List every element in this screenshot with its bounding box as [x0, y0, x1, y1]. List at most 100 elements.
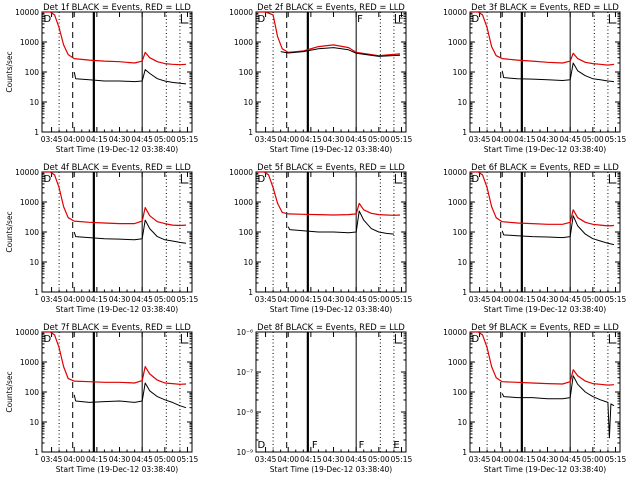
panel-title: Det 1f BLACK = Events, RED = LLD: [43, 2, 191, 12]
x-tick-label: 05:00: [368, 455, 390, 464]
x-tick-label: 05:00: [582, 455, 604, 464]
x-tick-label: 04:00: [491, 455, 513, 464]
y-tick-label: 1000: [448, 38, 467, 47]
x-tick-label: 03:45: [469, 135, 491, 144]
detector-panel-2: Det 2f BLACK = Events, RED = LLD 1 10 100 10…: [229, 2, 412, 154]
x-tick-label: 04:15: [514, 455, 536, 464]
x-tick-label: 04:00: [491, 295, 513, 304]
y-tick-label: 100: [25, 388, 40, 397]
y-tick-label: 10000: [443, 168, 467, 177]
x-tick-label: 03:45: [255, 295, 277, 304]
x-tick-label: 04:45: [345, 455, 367, 464]
x-tick-label: 04:30: [109, 135, 131, 144]
x-tick-label: 04:15: [514, 135, 536, 144]
y-tick-label: 10: [29, 98, 39, 107]
x-tick-label: 04:45: [131, 295, 153, 304]
plot-frame: [41, 11, 193, 133]
y-tick-label: 100: [25, 228, 40, 237]
events-series-line: [501, 215, 615, 246]
x-tick-label: 04:30: [323, 135, 345, 144]
x-tick-label: 05:00: [368, 135, 390, 144]
panel-title: Det 7f BLACK = Events, RED = LLD: [43, 322, 191, 332]
y-tick-label: 1: [462, 448, 467, 457]
x-tick-label: 04:45: [131, 455, 153, 464]
x-axis-title: Start Time (19-Dec-12 03:38:40): [270, 305, 392, 314]
x-tick-label: 05:15: [605, 135, 627, 144]
y-tick-label: 10000: [229, 168, 253, 177]
y-tick-label: 10: [29, 258, 39, 267]
corner-bracket-icon: [180, 14, 189, 24]
x-axis-title: Start Time (19-Dec-12 03:38:40): [484, 145, 606, 154]
x-tick-label: 05:15: [177, 455, 199, 464]
panel-title: Det 4f BLACK = Events, RED = LLD: [43, 162, 191, 172]
y-tick-label: 10000: [15, 8, 39, 17]
corner-bracket-icon: [394, 174, 403, 184]
x-tick-label: 04:30: [323, 455, 345, 464]
y-axis-title: Counts/sec: [5, 211, 14, 252]
corner-bracket-icon: [180, 334, 189, 344]
event-marker-label: D: [44, 14, 52, 25]
panel-title: Det 5f BLACK = Events, RED = LLD: [257, 162, 405, 172]
y-tick-label: 10: [243, 258, 253, 267]
lld-series-line: [44, 12, 187, 66]
x-tick-label: 04:15: [514, 295, 536, 304]
y-axis-title: Counts/sec: [5, 51, 14, 92]
lld-series-line: [44, 172, 187, 227]
x-tick-label: 03:45: [469, 455, 491, 464]
detector-panel-1: Det 1f BLACK = Events, RED = LLD 1 10 100 10…: [5, 2, 198, 154]
x-tick-label: 04:30: [109, 295, 131, 304]
x-tick-label: 04:30: [537, 295, 559, 304]
plot-frame: [469, 331, 621, 453]
y-tick-label: 10: [457, 258, 467, 267]
plot-frame: [255, 331, 407, 453]
event-marker-label: D: [472, 334, 480, 345]
y-tick-label: 10000: [229, 8, 253, 17]
corner-bracket-icon: [180, 174, 189, 184]
x-tick-label: 04:45: [559, 135, 581, 144]
x-tick-label: 04:45: [559, 295, 581, 304]
x-tick-label: 04:15: [86, 295, 108, 304]
lld-series-line: [472, 332, 615, 386]
y-tick-label: 100: [239, 68, 254, 77]
events-series-line: [73, 382, 187, 409]
x-tick-label: 04:00: [277, 295, 299, 304]
plot-frame: [255, 11, 407, 133]
event-marker-label: F: [359, 440, 365, 451]
x-tick-label: 05:00: [368, 295, 390, 304]
x-tick-label: 05:00: [582, 135, 604, 144]
y-tick-label: 10000: [443, 328, 467, 337]
y-tick-label: 1000: [20, 38, 39, 47]
detector-panel-9: Det 9f BLACK = Events, RED = LLD 1 10 100 10…: [443, 322, 626, 474]
x-tick-label: 04:45: [131, 135, 153, 144]
y-tick-label: 10⁻⁸: [236, 408, 253, 417]
x-tick-label: 04:15: [300, 295, 322, 304]
x-tick-label: 05:00: [154, 455, 176, 464]
detector-panel-7: Det 7f BLACK = Events, RED = LLD 1 10 100 10…: [5, 322, 198, 474]
x-tick-label: 05:15: [605, 455, 627, 464]
lld-series-line: [472, 172, 615, 227]
y-tick-label: 1: [248, 128, 253, 137]
y-tick-label: 10: [29, 418, 39, 427]
panel-title: Det 6f BLACK = Events, RED = LLD: [471, 162, 619, 172]
event-marker-label: E: [393, 440, 399, 451]
y-tick-label: 1: [34, 128, 39, 137]
events-series-line: [287, 210, 394, 235]
x-tick-label: 05:00: [154, 295, 176, 304]
lld-series-line: [258, 12, 401, 57]
x-tick-label: 04:00: [277, 135, 299, 144]
event-marker-label: D: [258, 174, 266, 185]
x-tick-label: 04:30: [323, 295, 345, 304]
x-axis-title: Start Time (19-Dec-12 03:38:40): [56, 465, 178, 474]
y-tick-label: 10: [457, 98, 467, 107]
x-tick-label: 04:45: [345, 135, 367, 144]
x-tick-label: 04:15: [86, 455, 108, 464]
event-marker-label: F: [312, 440, 318, 451]
x-tick-label: 04:15: [300, 135, 322, 144]
event-marker-label: D: [44, 174, 52, 185]
y-tick-label: 10⁻⁷: [236, 368, 253, 377]
events-series-line: [280, 47, 401, 57]
events-series-line: [501, 375, 615, 439]
lld-series-line: [258, 172, 401, 216]
x-tick-label: 04:45: [559, 455, 581, 464]
